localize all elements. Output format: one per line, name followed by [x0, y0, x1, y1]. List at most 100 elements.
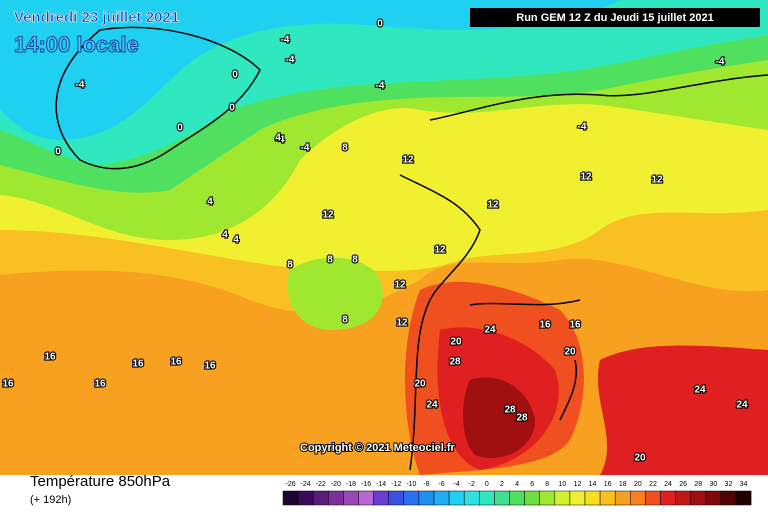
contour-label: -4	[301, 143, 310, 154]
scale-swatch	[524, 490, 540, 506]
scale-label: 26	[679, 481, 687, 488]
scale-label: 16	[604, 481, 612, 488]
scale-swatch	[373, 490, 389, 506]
scale-label: 28	[694, 481, 702, 488]
contour-label: 20	[414, 379, 426, 390]
contour-label: -4	[376, 81, 385, 92]
scale-label: -20	[331, 481, 341, 488]
scale-label: 20	[634, 481, 642, 488]
scale-label: -4	[454, 481, 460, 488]
scale-label: -6	[438, 481, 444, 488]
contour-label: -4	[716, 57, 725, 68]
contour-label: 28	[449, 357, 461, 368]
scale-label: 2	[500, 481, 504, 488]
contour-label: 8	[287, 260, 293, 271]
scale-label: -2	[469, 481, 475, 488]
contour-label: 12	[487, 200, 499, 211]
scale-label: 34	[740, 481, 748, 488]
contour-label: 0	[177, 123, 183, 134]
scale-label: 18	[619, 481, 627, 488]
run-box	[470, 8, 760, 27]
scale-label: 24	[664, 481, 672, 488]
scale-swatch	[554, 490, 571, 506]
scale-swatch	[494, 490, 510, 506]
copyright: Copyright © 2021 Meteociel.fr	[300, 442, 456, 454]
contour-label: 20	[564, 347, 576, 358]
scale-swatch	[479, 490, 495, 506]
scale-label: 32	[725, 481, 733, 488]
date-title: Vendredi 23 juillet 2021	[14, 9, 179, 26]
contour-label: 16	[569, 320, 581, 331]
contour-label: -4	[578, 122, 587, 133]
contour-label: 4	[275, 133, 281, 144]
scale-label: 12	[574, 481, 582, 488]
scale-swatch	[630, 490, 646, 506]
scale-swatch	[705, 490, 722, 506]
scale-swatch	[584, 490, 601, 506]
contour-label: 12	[651, 175, 663, 186]
contour-label: 28	[516, 413, 528, 424]
scale-label: -18	[346, 481, 356, 488]
contour-label: -4	[281, 35, 290, 46]
run-info: Run GEM 12 Z du Jeudi 15 juillet 2021	[516, 12, 713, 24]
contour-label: 8	[352, 255, 358, 266]
scale-swatch	[403, 490, 420, 506]
scale-swatch	[599, 490, 616, 506]
scale-label: 14	[589, 481, 597, 488]
scale-label: 0	[485, 481, 489, 488]
scale-label: 22	[649, 481, 657, 488]
contour-label: 12	[434, 245, 446, 256]
contour-label: 0	[55, 147, 61, 158]
time-title: 14:00 locale	[14, 32, 139, 57]
contour-label: -4	[286, 55, 295, 66]
contour-label: 12	[322, 210, 334, 221]
contour-label: -4	[276, 135, 285, 146]
legend-subtitle: (+ 192h)	[30, 494, 71, 506]
legend-title: Température 850hPa	[30, 473, 171, 490]
contour-label: 12	[402, 155, 414, 166]
scale-swatch	[388, 490, 405, 506]
scale-swatch	[720, 490, 737, 506]
scale-swatch	[463, 490, 480, 506]
scale-label: -22	[316, 481, 326, 488]
scale-swatch	[614, 490, 631, 506]
scale-swatch	[735, 490, 752, 506]
scale-label: 6	[530, 481, 534, 488]
contour-label: 16	[94, 379, 106, 390]
scale-swatch	[433, 490, 450, 506]
scale-label: 10	[558, 481, 566, 488]
scale-swatch	[418, 490, 435, 506]
scale-swatch	[675, 490, 691, 506]
contour-label: 8	[342, 143, 348, 154]
contour-label: 12	[580, 172, 592, 183]
zone-m4	[0, 0, 620, 140]
contour-label: 0	[377, 19, 383, 30]
scale-label: -12	[391, 481, 401, 488]
contour-label: 16	[539, 320, 551, 331]
scale-swatch	[358, 490, 374, 506]
scale-swatch	[297, 490, 314, 506]
contour-label: 8	[327, 255, 333, 266]
scale-swatch	[645, 490, 661, 506]
scale-label: 8	[545, 481, 549, 488]
coastlines	[399, 74, 768, 471]
color-scale: -26 -24 -22 -20 -18 -16 -14 -12 -10 -8 -6 -4 -2 0 2 4 6 8…	[282, 481, 752, 506]
scale-swatch	[328, 490, 344, 506]
contour-label: 0	[229, 103, 235, 114]
contour-label: 4	[222, 230, 228, 241]
scale-swatch	[690, 490, 707, 506]
zone-24-east	[597, 345, 768, 475]
contour-label: 8	[342, 315, 348, 326]
contour-label: 20	[634, 453, 646, 464]
contour-label: 0	[232, 70, 238, 81]
scale-label: -24	[301, 481, 311, 488]
scale-label: 30	[709, 481, 717, 488]
scale-swatch	[448, 490, 465, 506]
scale-label: -8	[423, 481, 429, 488]
zone-8b	[287, 257, 383, 330]
scale-swatch	[312, 490, 329, 506]
coast-greenland	[55, 26, 261, 170]
contour-label: 12	[394, 280, 406, 291]
contour-label: 4	[233, 235, 239, 246]
